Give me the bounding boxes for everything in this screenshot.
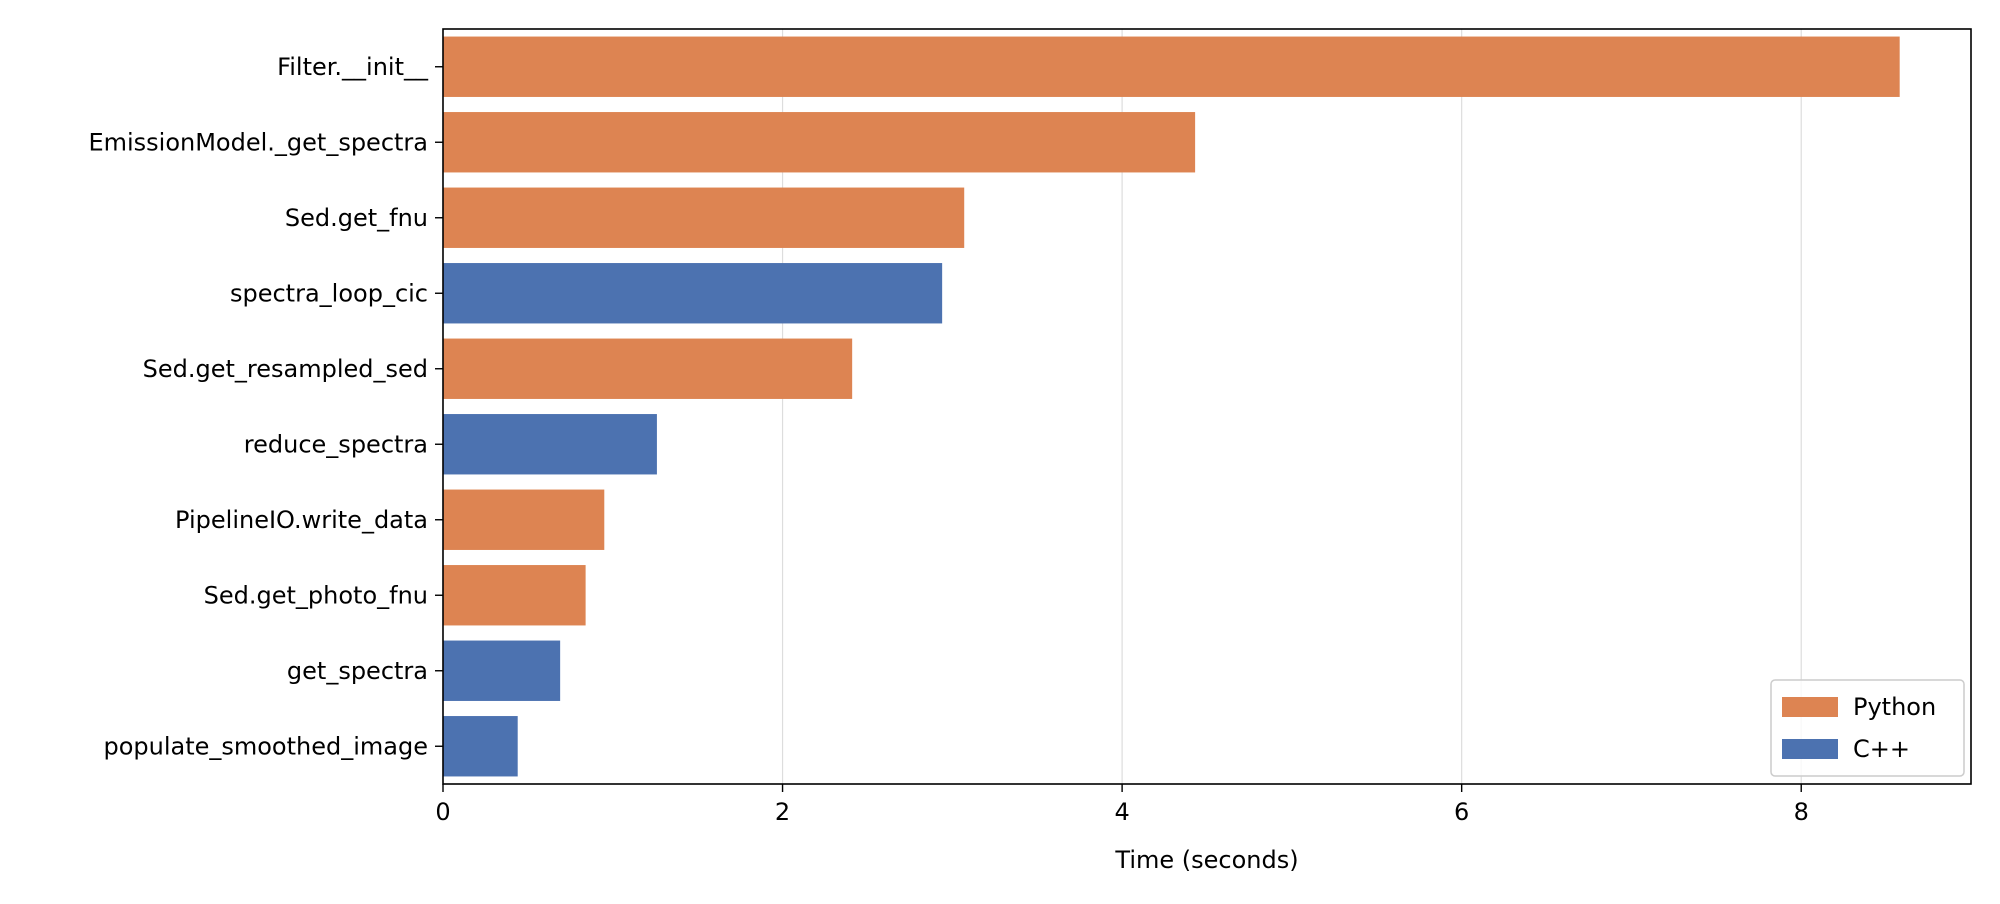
y-tick-label: reduce_spectra (244, 430, 428, 458)
y-tick-label: Filter.__init__ (277, 53, 429, 81)
y-axis-ticks: Filter.__init__ EmissionModel._get_spectr… (88, 53, 443, 760)
y-tick-label: EmissionModel._get_spectra (88, 128, 428, 156)
y-tick-label: populate_smoothed_image (103, 732, 428, 760)
plot-frame (442, 28, 1972, 785)
bar-reduce-spectra (443, 414, 657, 475)
x-tick-label: 4 (1114, 798, 1129, 826)
y-tick-label: PipelineIO.write_data (175, 506, 428, 534)
y-tick-label: Sed.get_fnu (285, 204, 428, 232)
bar-sed-get-fnu (443, 187, 965, 248)
bar-get-spectra (443, 640, 561, 701)
legend-label-python: Python (1853, 693, 1936, 721)
bars (443, 36, 1900, 777)
y-tick-label: get_spectra (287, 657, 428, 685)
legend-items: Python C++ (1782, 693, 1936, 763)
y-tick-label: Sed.get_photo_fnu (204, 581, 428, 609)
x-tick-label: 0 (435, 798, 450, 826)
legend-swatch-python (1782, 697, 1838, 717)
bar-pipelineio-write-data (443, 489, 605, 550)
x-tick-label: 2 (775, 798, 790, 826)
x-tick-label: 8 (1794, 798, 1809, 826)
bar-populate-smoothed-image (443, 716, 518, 777)
bar-sed-get-resampled-sed (443, 338, 853, 399)
bar-filter-init (443, 36, 1900, 97)
x-axis-ticks: 0 2 4 6 8 (435, 784, 1809, 826)
y-tick-label: Sed.get_resampled_sed (143, 355, 428, 383)
x-axis-label: Time (seconds) (1114, 846, 1298, 874)
x-tick-label: 6 (1454, 798, 1469, 826)
bar-spectra-loop-cic (443, 263, 943, 324)
legend-label-c: C++ (1853, 735, 1910, 763)
y-tick-label: spectra_loop_cic (230, 279, 428, 307)
legend-swatch-c (1782, 739, 1838, 759)
bar-emissionmodel-get-spectra (443, 112, 1196, 173)
bar-sed-get-photo-fnu (443, 565, 586, 626)
legend: Python C++ (1770, 679, 1965, 777)
